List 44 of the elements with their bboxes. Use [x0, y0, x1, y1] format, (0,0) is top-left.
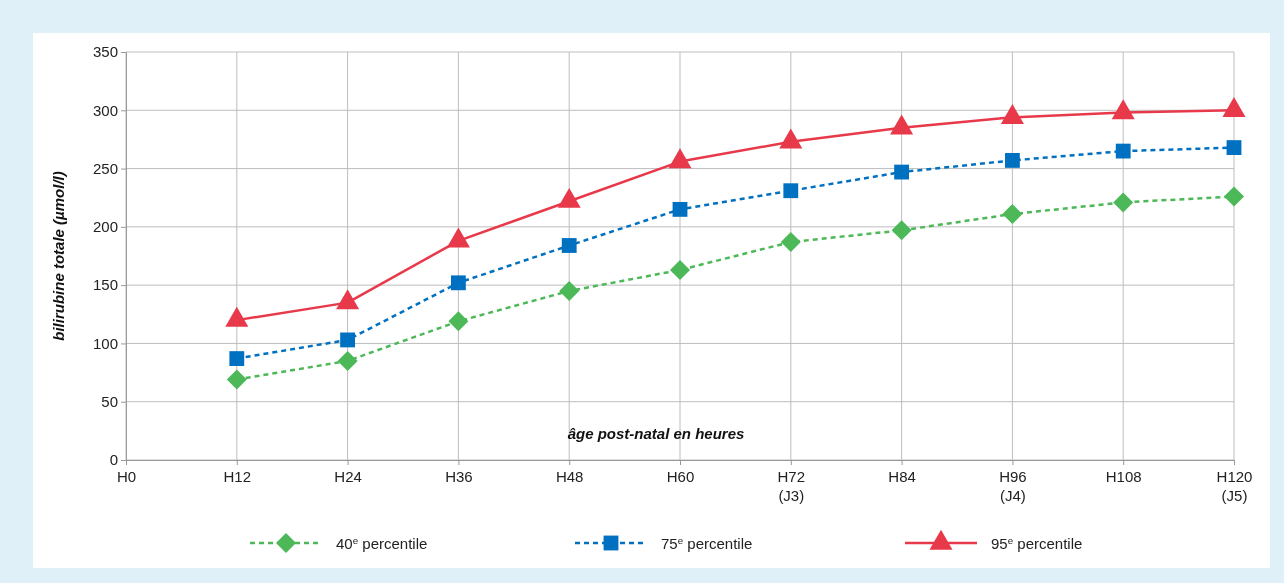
- point: [1004, 153, 1020, 168]
- point: [780, 232, 801, 253]
- x-tick-label: H24: [334, 468, 362, 485]
- point: [561, 238, 577, 253]
- y-tick-label: 250: [92, 159, 118, 177]
- y-tick-label: 350: [92, 43, 118, 61]
- y-tick-label: 200: [92, 218, 118, 236]
- point: [783, 183, 799, 199]
- x-tick-label: H0: [116, 468, 137, 485]
- y-tick-label: 50: [101, 393, 118, 411]
- point: [450, 275, 466, 291]
- x-tick-label: H120 (J5): [1216, 468, 1253, 504]
- point: [891, 220, 912, 241]
- x-tick-label: H72 (J3): [777, 468, 806, 504]
- point: [1226, 140, 1242, 155]
- y-tick-label: 300: [92, 101, 118, 119]
- x-tick-label: H60: [666, 468, 695, 485]
- legend-label: 40$^{e}$ percentile: [336, 534, 428, 552]
- x-tick-label: H48: [555, 468, 584, 485]
- point: [1113, 192, 1134, 213]
- y-axis-title: bilirubine totale (µmol/l): [50, 171, 67, 341]
- legend-label: 95$^{e}$ percentile: [991, 534, 1083, 552]
- x-tick-label: H84: [888, 468, 916, 485]
- x-tick-label: H12: [223, 468, 252, 485]
- x-axis-title: âge post-natal en heures: [567, 425, 745, 442]
- point: [229, 351, 245, 366]
- x-tick-label: H108: [1105, 468, 1142, 485]
- point: [448, 311, 469, 332]
- point: [226, 369, 247, 390]
- legend-label: 75$^{e}$ percentile: [661, 534, 753, 552]
- y-tick-label: 0: [109, 451, 118, 469]
- point: [672, 201, 688, 217]
- point: [559, 280, 580, 301]
- y-tick-label: 100: [92, 334, 118, 352]
- x-tick-label: H96 (J4): [999, 468, 1027, 504]
- point: [670, 259, 690, 280]
- point: [1002, 204, 1023, 225]
- point: [894, 164, 910, 180]
- x-tick-label: H36: [445, 468, 473, 485]
- point: [337, 350, 358, 371]
- point: [1224, 186, 1244, 207]
- point: [340, 332, 356, 348]
- y-tick-label: 150: [92, 276, 118, 294]
- point: [1115, 143, 1131, 159]
